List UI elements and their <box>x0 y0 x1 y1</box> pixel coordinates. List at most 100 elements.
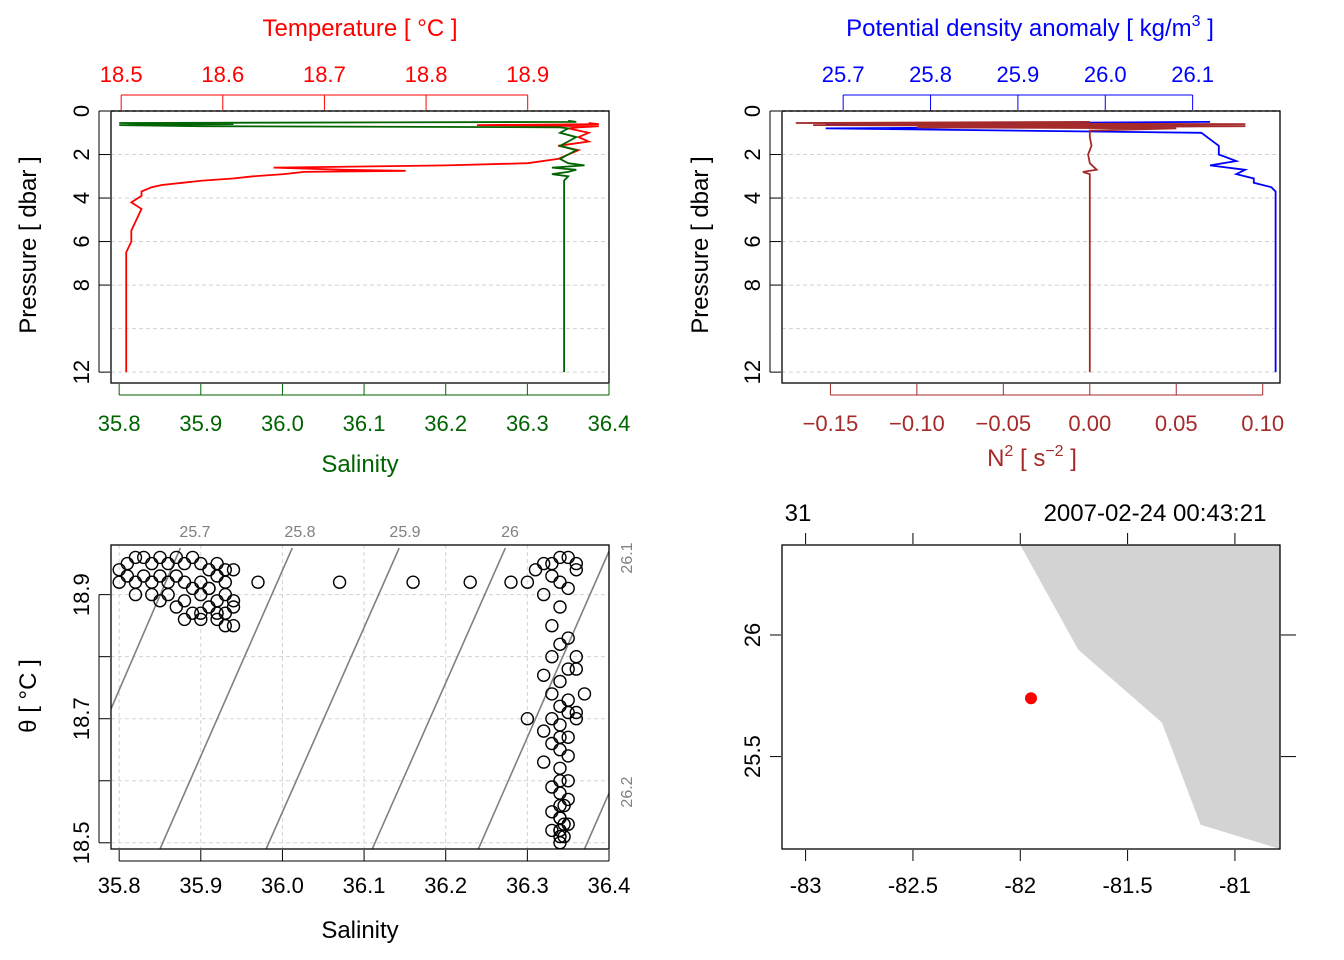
ts-salinity-tick-label: 36.2 <box>424 873 467 898</box>
ts-point <box>561 662 575 676</box>
ts-point <box>569 705 583 720</box>
ts-point <box>577 687 592 701</box>
ts-point <box>161 556 175 571</box>
longitude-tick-label: -81 <box>1219 873 1251 898</box>
ts-point <box>177 556 192 571</box>
p3-isopycnals <box>111 547 609 849</box>
ts-point <box>545 780 559 794</box>
ts-point <box>569 563 583 577</box>
p2-frame <box>781 110 1281 384</box>
panel-density-profile: Potential density anomaly [ kg/m3 ] N2 [… <box>687 13 1284 472</box>
ts-point <box>128 550 143 565</box>
pressure-tick-label: 2 <box>69 148 94 160</box>
p2-grid <box>782 154 1280 373</box>
p1-axes: 18.5 18.6 18.7 18.8 18.9 35.8 35.9 36.0 36.1 36.2… <box>69 62 630 436</box>
ts-point <box>210 569 224 583</box>
isopycnal-line <box>371 547 507 849</box>
p4-axes: -83 -82.5 -82 -81.5 -81 25.5 26 <box>740 533 1296 898</box>
theta-tick-label: 18.9 <box>69 573 94 616</box>
ts-point <box>520 575 535 589</box>
density-tick-label: 26.1 <box>1171 62 1214 87</box>
ts-point <box>545 569 559 583</box>
ts-point <box>145 575 159 589</box>
ts-point <box>185 550 200 565</box>
ts-point <box>226 600 241 614</box>
ts-point <box>136 550 151 565</box>
pressure-tick-label: 8 <box>740 279 765 291</box>
temperature-tick-label: 18.8 <box>405 62 448 87</box>
panel-ts-profile: Temperature [ °C ] Salinity Pressure [ d… <box>15 15 630 478</box>
longitude-tick-label: -82 <box>1004 873 1036 898</box>
isopycnal-line <box>111 547 182 711</box>
ts-salinity-tick-label: 36.0 <box>261 873 304 898</box>
salinity-tick-label: 36.1 <box>343 411 386 436</box>
density-tick-label: 25.7 <box>822 62 865 87</box>
p4-frame <box>781 544 1281 850</box>
pressure-tick-label: 6 <box>740 235 765 247</box>
ts-point <box>210 556 224 571</box>
ts-point <box>153 550 167 565</box>
p1-grid <box>111 154 609 373</box>
ts-point <box>177 575 192 589</box>
ts-point <box>553 550 567 565</box>
isopycnal-line <box>477 550 609 849</box>
ts-point <box>537 556 551 571</box>
isopycnal-line <box>265 547 400 849</box>
ts-point <box>561 705 575 720</box>
n2-tick-label: 0.10 <box>1241 411 1284 436</box>
salinity-tick-label: 35.8 <box>98 411 141 436</box>
longitude-tick-label: -81.5 <box>1103 873 1153 898</box>
ts-point <box>545 650 559 664</box>
ts-point <box>545 556 559 571</box>
ts-point <box>569 662 583 676</box>
ts-point <box>528 563 543 577</box>
salinity-tick-label: 35.9 <box>179 411 222 436</box>
panel-ts-diagram: Salinity θ [ °C ] 25.7 25.8 25.9 26 26.1 26.2… <box>15 524 636 944</box>
p2-axes: 25.7 25.8 25.9 26.0 26.1 −0.15 −0.10 −0.05 0.00 0… <box>740 62 1284 436</box>
p3-points <box>112 550 592 850</box>
ts-point <box>153 594 167 608</box>
ts-salinity-tick-label: 36.3 <box>506 873 549 898</box>
ts-point <box>553 699 567 713</box>
temperature-tick-label: 18.6 <box>201 62 244 87</box>
ts-point <box>561 693 575 707</box>
ts-point <box>218 587 233 602</box>
salinity-tick-label: 36.3 <box>506 411 549 436</box>
pressure-tick-label: 0 <box>740 105 765 117</box>
isopycnal-line <box>159 547 293 849</box>
pressure-axis-title: Pressure [ dbar ] <box>15 156 42 333</box>
pressure-tick-label: 12 <box>740 360 765 384</box>
ts-salinity-tick-label: 35.9 <box>179 873 222 898</box>
isopycnal-line <box>583 792 609 849</box>
n2-profile-line <box>795 121 1246 373</box>
ts-point <box>202 563 216 577</box>
temperature-profile-line <box>125 122 599 373</box>
p2-series <box>795 121 1277 373</box>
ts-point <box>553 718 567 732</box>
isopycnal-label: 25.7 <box>179 524 210 541</box>
density-profile-line <box>825 121 1277 373</box>
pressure-axis-title-2: Pressure [ dbar ] <box>687 156 714 333</box>
ts-point <box>210 594 224 608</box>
ts-point <box>169 600 184 614</box>
ts-point <box>537 755 551 769</box>
theta-tick-label: 18.7 <box>69 697 94 740</box>
ts-point <box>332 575 347 589</box>
ts-point <box>561 581 575 596</box>
station-number: 31 <box>785 500 812 527</box>
land-polygon <box>1020 545 1280 849</box>
ts-point <box>463 575 477 589</box>
pressure-tick-label: 8 <box>69 279 94 291</box>
ts-point <box>177 594 192 608</box>
ts-point <box>504 575 518 589</box>
theta-tick-label: 18.5 <box>69 821 94 864</box>
ts-point <box>128 587 143 602</box>
isopycnal-label: 26.1 <box>619 542 636 573</box>
ts-point <box>537 724 551 738</box>
pressure-tick-label: 12 <box>69 360 94 384</box>
p1-series <box>119 119 599 373</box>
ts-point <box>553 829 567 844</box>
ts-point <box>553 575 567 589</box>
temperature-tick-label: 18.9 <box>506 62 549 87</box>
ts-point <box>561 550 575 565</box>
